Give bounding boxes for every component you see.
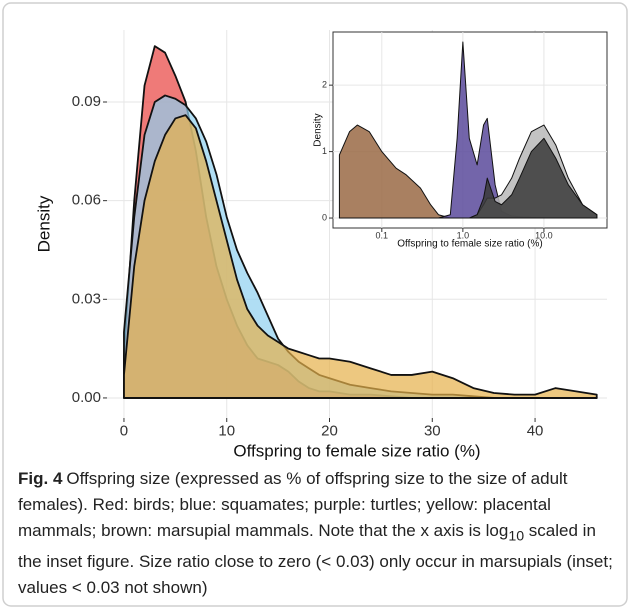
- x-tick-label: 30: [424, 422, 441, 439]
- y-tick-label: 0.09: [72, 93, 101, 110]
- y-tick-label: 0.06: [72, 192, 101, 209]
- caption-text: scaled in the inset figure. Size ratio c…: [18, 521, 613, 598]
- density-area: [123, 114, 598, 399]
- x-tick-label: 1.0: [457, 230, 470, 240]
- caption: Fig. 4 Offspring size (expressed as % of …: [18, 466, 614, 601]
- x-tick-label: 10.0: [535, 230, 553, 240]
- x-tick-label: 20: [321, 422, 338, 439]
- x-tick-label: 0.1: [376, 230, 389, 240]
- y-axis-title: Density: [34, 195, 53, 252]
- y-axis-title: Density: [313, 113, 324, 146]
- caption-sub: 10: [508, 528, 525, 545]
- y-tick-label: 1: [322, 146, 327, 156]
- caption-label: Fig. 4: [18, 469, 63, 488]
- x-tick-label: 0: [120, 422, 128, 439]
- caption-text: Offspring size (expressed as % of offspr…: [18, 469, 568, 540]
- density-area: [338, 137, 598, 219]
- x-axis-title: Offspring to female size ratio (%): [233, 441, 480, 460]
- y-tick-label: 0: [322, 212, 327, 222]
- x-tick-label: 40: [527, 422, 544, 439]
- x-tick-label: 10: [218, 422, 235, 439]
- y-tick-label: 0.03: [72, 290, 101, 307]
- x-axis-title: Offspring to female size ratio (%): [397, 239, 542, 250]
- y-tick-label: 0.00: [72, 389, 101, 406]
- y-tick-label: 2: [322, 80, 327, 90]
